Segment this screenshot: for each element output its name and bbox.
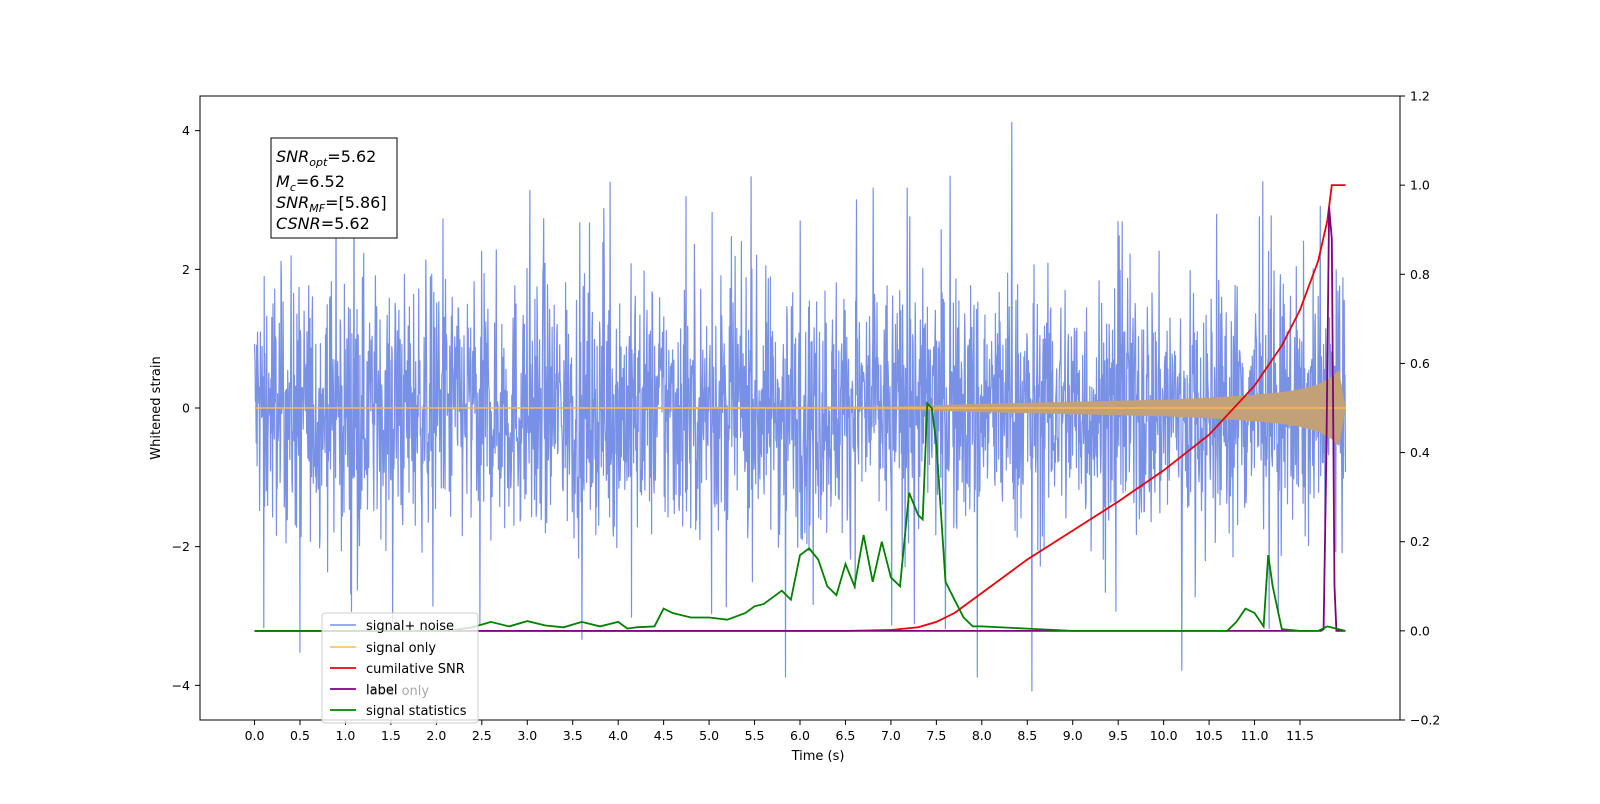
- x-tick-label: 8.5: [1017, 728, 1037, 743]
- x-tick-label: 3.0: [517, 728, 537, 743]
- legend-label-label: label: [366, 683, 397, 698]
- signal-noise-line: [253, 121, 1347, 692]
- legend-ghost-text: label only: [366, 684, 429, 699]
- y-axis-label: Whitened strain: [149, 356, 164, 459]
- y-tick-label: 0: [182, 401, 190, 416]
- x-tick-label: 4.5: [654, 728, 674, 743]
- legend-label-signal-statistics: signal statistics: [366, 704, 467, 719]
- y-tick-label: −2: [172, 539, 190, 554]
- x-tick-label: 5.0: [699, 728, 719, 743]
- x-tick-label: 4.0: [608, 728, 628, 743]
- y-tick-label: −4: [172, 678, 190, 693]
- x-tick-label: 8.0: [972, 728, 992, 743]
- x-tick-label: 11.5: [1286, 728, 1314, 743]
- y2-tick-label: 1.2: [1410, 89, 1430, 104]
- legend-label-cumulative-snr: cumilative SNR: [366, 662, 465, 677]
- y2-tick-label: 1.0: [1410, 178, 1430, 193]
- x-tick-label: 9.5: [1108, 728, 1128, 743]
- x-tick-label: 0.5: [290, 728, 310, 743]
- annotation-snr-opt: SNRopt=5.62: [276, 147, 376, 169]
- x-tick-label: 2.5: [472, 728, 492, 743]
- annotation-snr-mf: SNRMF=[5.86]: [276, 193, 387, 215]
- y2-tick-label: 0.8: [1410, 267, 1430, 282]
- x-axis-label: Time (s): [791, 749, 845, 764]
- x-tick-label: 10.5: [1195, 728, 1223, 743]
- x-tick-label: 0.0: [245, 728, 265, 743]
- annotation-chirp-mass: Mc=6.52: [276, 172, 345, 194]
- y2-axis-ticks: 1.2 1.0 0.8 0.6 0.4 0.2 0.0 −0.2: [1400, 89, 1440, 728]
- legend: label only signal+ noise signal only cum…: [321, 612, 479, 724]
- x-tick-label: 2.0: [426, 728, 446, 743]
- annotation-box: SNRopt=5.62 Mc=6.52 SNRMF=[5.86] CSNR=5.…: [270, 137, 398, 239]
- y-tick-label: 2: [182, 262, 190, 277]
- x-axis-ticks: 0.0 0.5 1.0 1.5 2.0 2.5 3.0 3.5 4.0 4.5 5.0 5.5 6.0 6…: [245, 720, 1314, 743]
- data-layer: [253, 121, 1347, 692]
- y-axis-ticks: 4 2 0 −2 −4: [172, 123, 200, 693]
- y2-tick-label: 0.0: [1410, 623, 1430, 638]
- x-tick-label: 10.0: [1150, 728, 1178, 743]
- y2-tick-label: −0.2: [1410, 713, 1440, 728]
- x-tick-label: 3.5: [563, 728, 583, 743]
- y2-tick-label: 0.4: [1410, 445, 1430, 460]
- legend-frame: [321, 612, 479, 724]
- legend-label-signal-only: signal only: [366, 641, 436, 656]
- x-tick-label: 6.0: [790, 728, 810, 743]
- x-tick-label: 7.5: [926, 728, 946, 743]
- y-tick-label: 4: [182, 123, 190, 138]
- x-tick-label: 11.0: [1241, 728, 1269, 743]
- annotation-frame: [270, 137, 398, 239]
- y2-tick-label: 0.2: [1410, 534, 1430, 549]
- y2-tick-label: 0.6: [1410, 356, 1430, 371]
- legend-label-signal-noise: signal+ noise: [366, 619, 454, 634]
- x-tick-label: 5.5: [745, 728, 765, 743]
- annotation-csnr: CSNR=5.62: [276, 214, 370, 233]
- cumulative-snr-line: [254, 184, 1346, 632]
- x-tick-label: 9.0: [1063, 728, 1083, 743]
- x-tick-label: 6.5: [836, 728, 856, 743]
- x-tick-label: 1.5: [381, 728, 401, 743]
- x-tick-label: 7.0: [881, 728, 901, 743]
- signal-statistics-line: [254, 401, 1346, 632]
- x-tick-label: 1.0: [336, 728, 356, 743]
